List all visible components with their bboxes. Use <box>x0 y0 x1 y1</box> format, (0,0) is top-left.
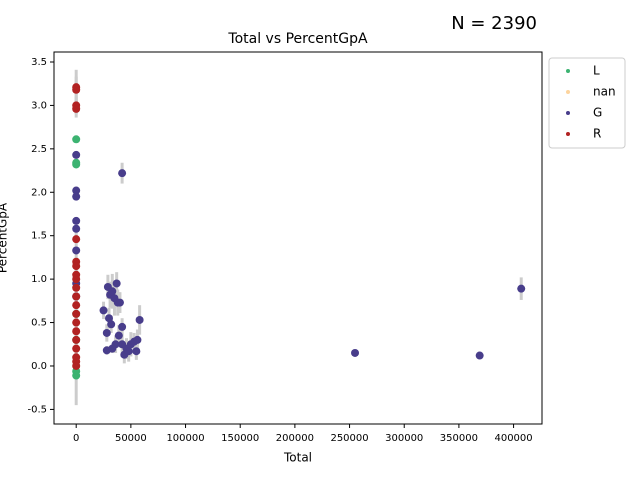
point <box>72 318 81 327</box>
point <box>72 292 81 301</box>
point <box>102 328 111 337</box>
point <box>99 306 108 315</box>
plot-frame <box>53 51 543 425</box>
point <box>72 301 81 310</box>
x-tick-label: 400000 <box>494 433 532 444</box>
y-tick-label: 2.0 <box>31 187 47 198</box>
point <box>72 335 81 344</box>
x-tick-label: 100000 <box>166 433 204 444</box>
point <box>132 347 141 356</box>
y-tick-label: 2.5 <box>31 144 47 155</box>
point <box>72 275 81 284</box>
legend-label: R <box>593 127 601 141</box>
point <box>104 314 113 323</box>
x-tick-label: 0 <box>73 433 79 444</box>
legend-marker <box>566 132 570 136</box>
legend-label: nan <box>593 85 616 99</box>
point <box>72 246 81 255</box>
x-tick-label: 150000 <box>221 433 259 444</box>
point <box>72 283 81 292</box>
y-axis-label: PercentGpA <box>0 202 10 273</box>
point <box>133 335 142 344</box>
point <box>72 235 81 244</box>
point <box>475 351 484 360</box>
point <box>118 169 127 178</box>
point <box>72 135 81 144</box>
point <box>517 284 526 293</box>
y-tick-label: 1.0 <box>31 274 47 285</box>
point <box>72 192 81 201</box>
point <box>124 347 133 356</box>
y-tick-label: 1.5 <box>31 231 47 242</box>
point <box>72 160 81 169</box>
point <box>72 309 81 318</box>
point <box>72 85 81 94</box>
legend-marker <box>566 90 570 94</box>
point <box>72 371 81 380</box>
y-tick-label: 3.5 <box>31 57 47 68</box>
point <box>112 279 121 288</box>
point <box>72 262 81 271</box>
point <box>72 344 81 353</box>
x-tick-label: 350000 <box>440 433 478 444</box>
point <box>72 327 81 336</box>
x-tick-label: 250000 <box>330 433 368 444</box>
x-tick-label: 50000 <box>115 433 147 444</box>
x-axis-label: Total <box>283 451 312 465</box>
point <box>72 150 81 159</box>
point <box>115 298 124 307</box>
point <box>72 104 81 113</box>
legend-label: L <box>593 64 600 78</box>
point <box>114 331 123 340</box>
point <box>107 320 116 329</box>
annotation: N = 2390 <box>451 13 537 34</box>
point <box>108 287 117 296</box>
y-tick-label: 3.0 <box>31 100 47 111</box>
legend-label: G <box>593 106 602 120</box>
y-tick-label: -0.5 <box>27 404 47 415</box>
point <box>72 186 81 195</box>
point <box>72 216 81 225</box>
y-tick-label: 0.5 <box>31 318 47 329</box>
point <box>72 361 81 370</box>
legend-marker <box>566 69 570 73</box>
point <box>72 224 81 233</box>
point <box>135 315 144 324</box>
chart-title: Total vs PercentGpA <box>227 31 368 47</box>
point <box>108 344 117 353</box>
x-tick-label: 300000 <box>385 433 423 444</box>
legend-box <box>548 57 626 149</box>
y-tick-label: 0.0 <box>31 361 47 372</box>
x-tick-label: 200000 <box>276 433 314 444</box>
point <box>351 348 360 357</box>
point <box>118 322 127 331</box>
legend-marker <box>566 111 570 115</box>
